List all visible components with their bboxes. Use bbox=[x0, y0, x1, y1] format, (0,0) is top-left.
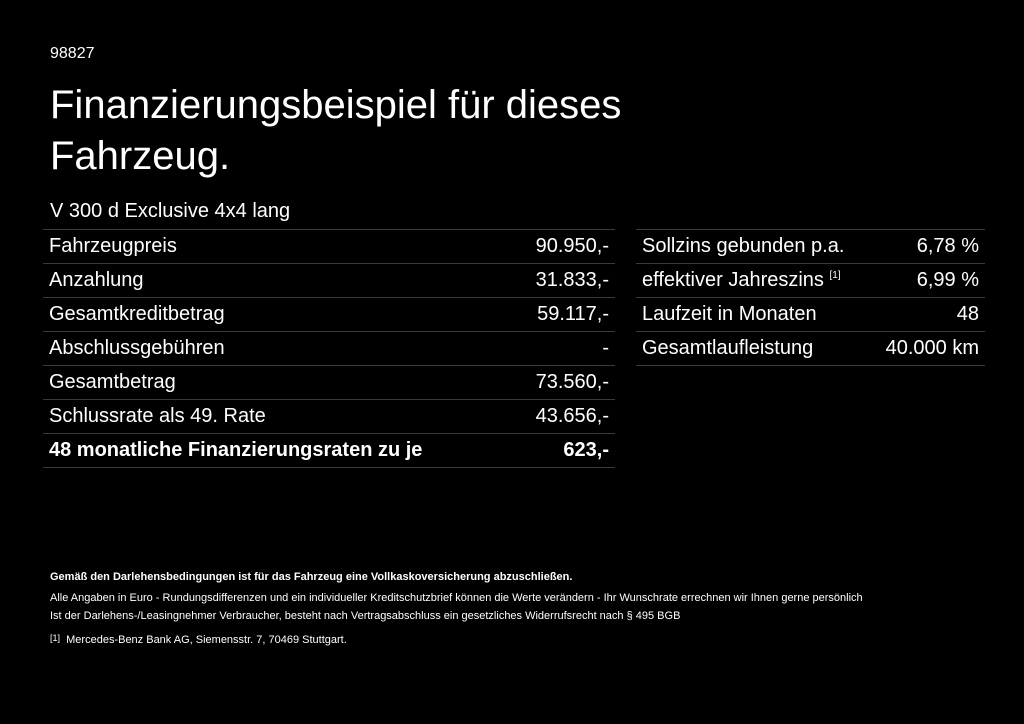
row-label: Abschlussgebühren bbox=[43, 331, 512, 366]
table-row: Schlussrate als 49. Rate 43.656,- bbox=[43, 399, 615, 434]
row-label: Gesamtlaufleistung bbox=[636, 331, 870, 366]
row-label: Laufzeit in Monaten bbox=[636, 297, 870, 332]
row-value: 6,78 % bbox=[869, 229, 985, 264]
footnote: [1] Mercedes-Benz Bank AG, Siemensstr. 7… bbox=[50, 633, 347, 646]
row-label: 48 monatliche Finanzierungsraten zu je bbox=[43, 433, 512, 468]
rates-table: Sollzins gebunden p.a. 6,78 % effektiver … bbox=[636, 229, 985, 366]
table-row: Gesamtbetrag 73.560,- bbox=[43, 365, 615, 400]
row-label: Fahrzeugpreis bbox=[43, 229, 512, 264]
row-label: Gesamtbetrag bbox=[43, 365, 512, 400]
table-row: Laufzeit in Monaten 48 bbox=[636, 297, 985, 332]
row-label: Schlussrate als 49. Rate bbox=[43, 399, 512, 434]
table-row: Gesamtlaufleistung 40.000 km bbox=[636, 331, 985, 366]
insurance-notice: Gemäß den Darlehensbedingungen ist für d… bbox=[50, 571, 573, 583]
disclaimer-line: Ist der Darlehens-/Leasingnehmer Verbrau… bbox=[50, 610, 681, 622]
table-row: effektiver Jahreszins [1] 6,99 % bbox=[636, 263, 985, 298]
table-row: Anzahlung 31.833,- bbox=[43, 263, 615, 298]
row-label: Gesamtkreditbetrag bbox=[43, 297, 512, 332]
table-row: Sollzins gebunden p.a. 6,78 % bbox=[636, 229, 985, 264]
monthly-rate-row: 48 monatliche Finanzierungsraten zu je 62… bbox=[43, 433, 615, 468]
row-value: 623,- bbox=[511, 433, 615, 468]
disclaimer-line: Alle Angaben in Euro - Rundungsdifferenz… bbox=[50, 592, 863, 604]
table-row: Fahrzeugpreis 90.950,- bbox=[43, 229, 615, 264]
row-value: 59.117,- bbox=[511, 297, 615, 332]
row-value: 90.950,- bbox=[511, 229, 615, 264]
page-title: Finanzierungsbeispiel für dieses Fahrzeu… bbox=[50, 83, 622, 178]
row-value: - bbox=[511, 331, 615, 366]
row-label-text: effektiver Jahreszins bbox=[642, 269, 824, 291]
row-label: Sollzins gebunden p.a. bbox=[636, 229, 870, 264]
vehicle-model: V 300 d Exclusive 4x4 lang bbox=[50, 200, 291, 222]
row-value: 40.000 km bbox=[869, 331, 985, 366]
row-label: Anzahlung bbox=[43, 263, 512, 298]
table-row: Abschlussgebühren - bbox=[43, 331, 615, 366]
row-value: 43.656,- bbox=[511, 399, 615, 434]
row-label: effektiver Jahreszins [1] bbox=[636, 263, 870, 298]
row-value: 31.833,- bbox=[511, 263, 615, 298]
footnote-marker: [1] bbox=[50, 633, 61, 643]
table-row: Gesamtkreditbetrag 59.117,- bbox=[43, 297, 615, 332]
row-value: 6,99 % bbox=[869, 263, 985, 298]
financing-table: Fahrzeugpreis 90.950,- Anzahlung 31.833,- … bbox=[43, 229, 615, 468]
vehicle-code: 98827 bbox=[50, 45, 95, 62]
row-value: 48 bbox=[869, 297, 985, 332]
footnote-marker: [1] bbox=[829, 270, 841, 281]
row-value: 73.560,- bbox=[511, 365, 615, 400]
footnote-text: Mercedes-Benz Bank AG, Siemensstr. 7, 70… bbox=[66, 634, 347, 646]
